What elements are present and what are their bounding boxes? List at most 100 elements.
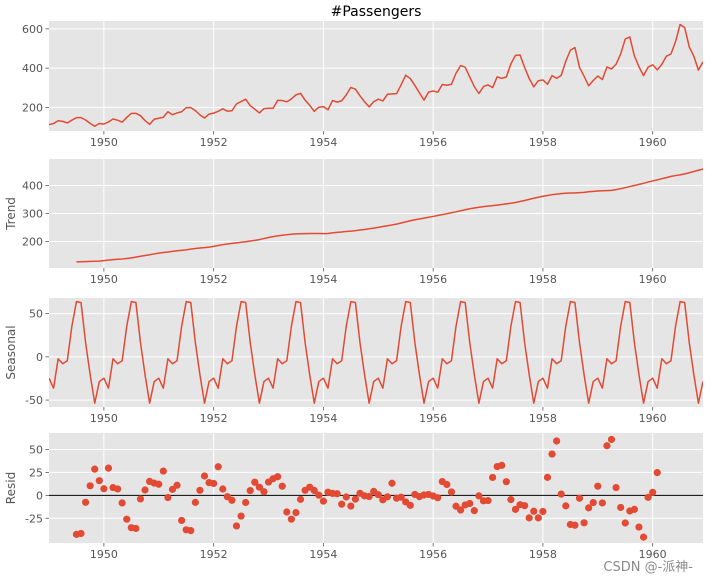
panel-0-xtick-label: 1952 <box>200 136 228 149</box>
resid-point <box>232 522 241 530</box>
resid-point <box>530 507 538 515</box>
resid-point <box>283 508 291 516</box>
panel-3-background <box>49 433 703 543</box>
resid-point <box>86 482 94 490</box>
panel-3-xtick-label: 1954 <box>309 548 337 561</box>
resid-point <box>191 498 199 506</box>
panel-2-xtick-label: 1954 <box>309 412 337 425</box>
panel-1-ytick-label: 300 <box>22 208 43 221</box>
resid-point <box>242 498 250 507</box>
panel-0-xtick-label: 1954 <box>309 136 337 149</box>
panel-0-xtick-label: 1950 <box>90 136 118 149</box>
panel-1-xtick-label: 1956 <box>419 273 447 286</box>
panel-2-xtick-label: 1960 <box>639 412 667 425</box>
resid-point <box>617 503 625 512</box>
resid-point <box>319 497 327 505</box>
resid-point <box>260 488 268 496</box>
resid-point <box>434 494 442 502</box>
panel-3: 1950 1952 1954 1956 1958 1960 -25 0 25 50 Resid <box>4 433 703 561</box>
panel-1-ytick-label: 400 <box>22 180 43 193</box>
resid-point <box>123 515 131 523</box>
panel-0-plot <box>49 23 703 128</box>
resid-point <box>589 498 597 507</box>
resid-point <box>548 450 556 458</box>
resid-point <box>621 519 629 527</box>
resid-point <box>274 473 282 481</box>
panel-1-xtick-label: 1952 <box>200 273 228 286</box>
panel-0-xtick-label: 1958 <box>529 136 557 149</box>
resid-point <box>466 499 474 508</box>
panel-3-xtick-label: 1956 <box>419 548 447 561</box>
resid-point <box>443 480 451 489</box>
resid-point <box>168 485 177 493</box>
resid-point <box>118 499 126 507</box>
resid-point <box>649 488 657 496</box>
panel-3-xtick-label: 1960 <box>639 548 667 561</box>
panel-0-xtick-label: 1956 <box>419 136 447 149</box>
panel-3-xtick-label: 1952 <box>200 548 228 561</box>
resid-point <box>603 442 611 450</box>
resid-point <box>347 502 355 510</box>
panel-1-xtick-label: 1960 <box>639 273 667 286</box>
resid-point <box>342 493 350 501</box>
panel-2-ylabel: Seasonal <box>4 325 18 379</box>
panel-1-plot <box>76 168 703 263</box>
resid-point <box>498 461 506 469</box>
resid-point <box>296 495 305 503</box>
resid-point <box>406 501 414 509</box>
panel-1-series-line <box>76 168 703 263</box>
panel-0-series-line <box>49 23 703 128</box>
panel-0-ytick-label: 400 <box>22 62 43 75</box>
resid-point <box>196 486 204 494</box>
panel-2-series-line <box>49 300 703 404</box>
resid-point <box>141 486 149 494</box>
resid-point <box>178 516 186 525</box>
resid-point <box>470 507 478 515</box>
resid-point <box>653 469 661 477</box>
panel-2-ytick-label: -50 <box>25 394 43 407</box>
panel-1-xtick-label: 1958 <box>529 273 557 286</box>
resid-point <box>534 514 542 522</box>
resid-point <box>507 496 515 504</box>
resid-point <box>77 529 85 538</box>
resid-point <box>187 527 195 535</box>
resid-point <box>155 480 163 488</box>
resid-point <box>278 482 286 490</box>
resid-point <box>100 485 108 493</box>
resid-point <box>598 499 606 507</box>
panel-0-ytick-label: 200 <box>22 101 43 114</box>
resid-point <box>237 512 245 520</box>
resid-point <box>484 496 492 505</box>
panel-3-ytick-label: -25 <box>25 512 43 525</box>
resid-point <box>630 505 638 513</box>
resid-point <box>594 482 602 490</box>
resid-point <box>585 504 593 512</box>
resid-point <box>543 473 552 481</box>
panel-1-xtick-label: 1954 <box>309 273 337 286</box>
panel-2-ytick-label: 0 <box>36 351 43 364</box>
resid-point <box>374 491 382 499</box>
panel-3-plot <box>49 435 703 541</box>
resid-point <box>612 483 620 492</box>
panel-2-plot <box>49 300 703 404</box>
resid-point <box>104 464 113 472</box>
resid-point <box>521 502 529 510</box>
resid-point <box>310 486 318 495</box>
panel-2-xtick-label: 1952 <box>200 412 228 425</box>
panel-1: 1950 1952 1954 1956 1958 1960 200 300 400 Trend <box>4 159 703 286</box>
panel-2-background <box>49 298 703 407</box>
resid-point <box>562 502 570 510</box>
resid-point <box>95 477 103 485</box>
panel-3-ylabel: Resid <box>4 472 18 504</box>
panel-1-ytick-label: 200 <box>22 235 43 248</box>
resid-point <box>132 524 140 533</box>
resid-point <box>338 500 346 508</box>
panel-0-title: #Passengers <box>331 4 422 20</box>
resid-point <box>397 493 405 501</box>
resid-point <box>113 485 122 493</box>
resid-point <box>575 494 584 502</box>
resid-point <box>475 492 483 500</box>
resid-point <box>287 515 295 523</box>
panel-0-xtick-label: 1960 <box>639 136 667 149</box>
